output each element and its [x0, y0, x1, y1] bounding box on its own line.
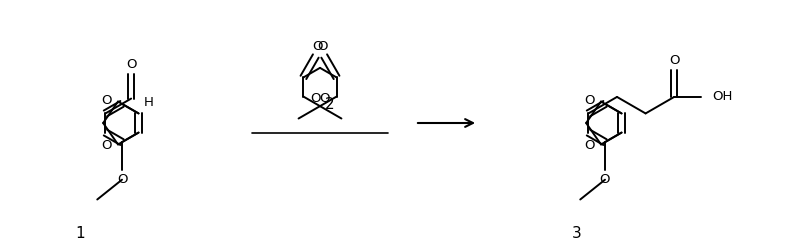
Text: O: O	[317, 40, 327, 53]
Text: 1: 1	[75, 225, 85, 241]
Text: 2: 2	[325, 97, 334, 112]
Text: O: O	[126, 58, 136, 71]
Text: O: O	[313, 40, 323, 53]
Text: O: O	[102, 94, 112, 107]
Text: O: O	[310, 92, 321, 105]
Text: O: O	[600, 173, 610, 186]
Text: OH: OH	[712, 90, 733, 103]
Text: O: O	[669, 54, 679, 67]
Text: H: H	[144, 96, 154, 109]
Text: O: O	[319, 92, 330, 105]
Text: O: O	[585, 139, 595, 152]
Text: O: O	[585, 94, 595, 107]
Text: O: O	[117, 173, 127, 186]
Text: O: O	[102, 139, 112, 152]
Text: 3: 3	[572, 225, 582, 241]
